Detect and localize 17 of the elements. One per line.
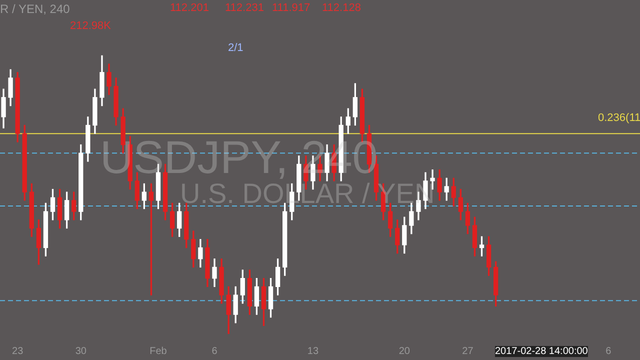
x-tick-label: 20 xyxy=(398,346,410,357)
chart-title: R / YEN, 240 xyxy=(0,2,70,16)
text: 112.231 xyxy=(225,2,264,14)
x-tick-label: 30 xyxy=(75,346,87,357)
text: 2017-02-28 14:00:00 xyxy=(495,346,588,357)
text: 112.128 xyxy=(322,2,361,14)
x-tick-label: 13 xyxy=(307,346,319,357)
text: 212.98K xyxy=(70,20,111,32)
x-tick-label: 6 xyxy=(212,346,218,357)
x-tick-label: Feb xyxy=(150,346,168,357)
text: 2/1 xyxy=(228,42,244,54)
x-tick-label: 6 xyxy=(606,346,612,357)
x-tick-label: 23 xyxy=(12,346,24,357)
annotation: 0.236(11 xyxy=(598,112,640,124)
text: 111.917 xyxy=(272,2,310,14)
text: 112.201 xyxy=(170,2,209,14)
x-tick-label: 27 xyxy=(462,346,474,357)
